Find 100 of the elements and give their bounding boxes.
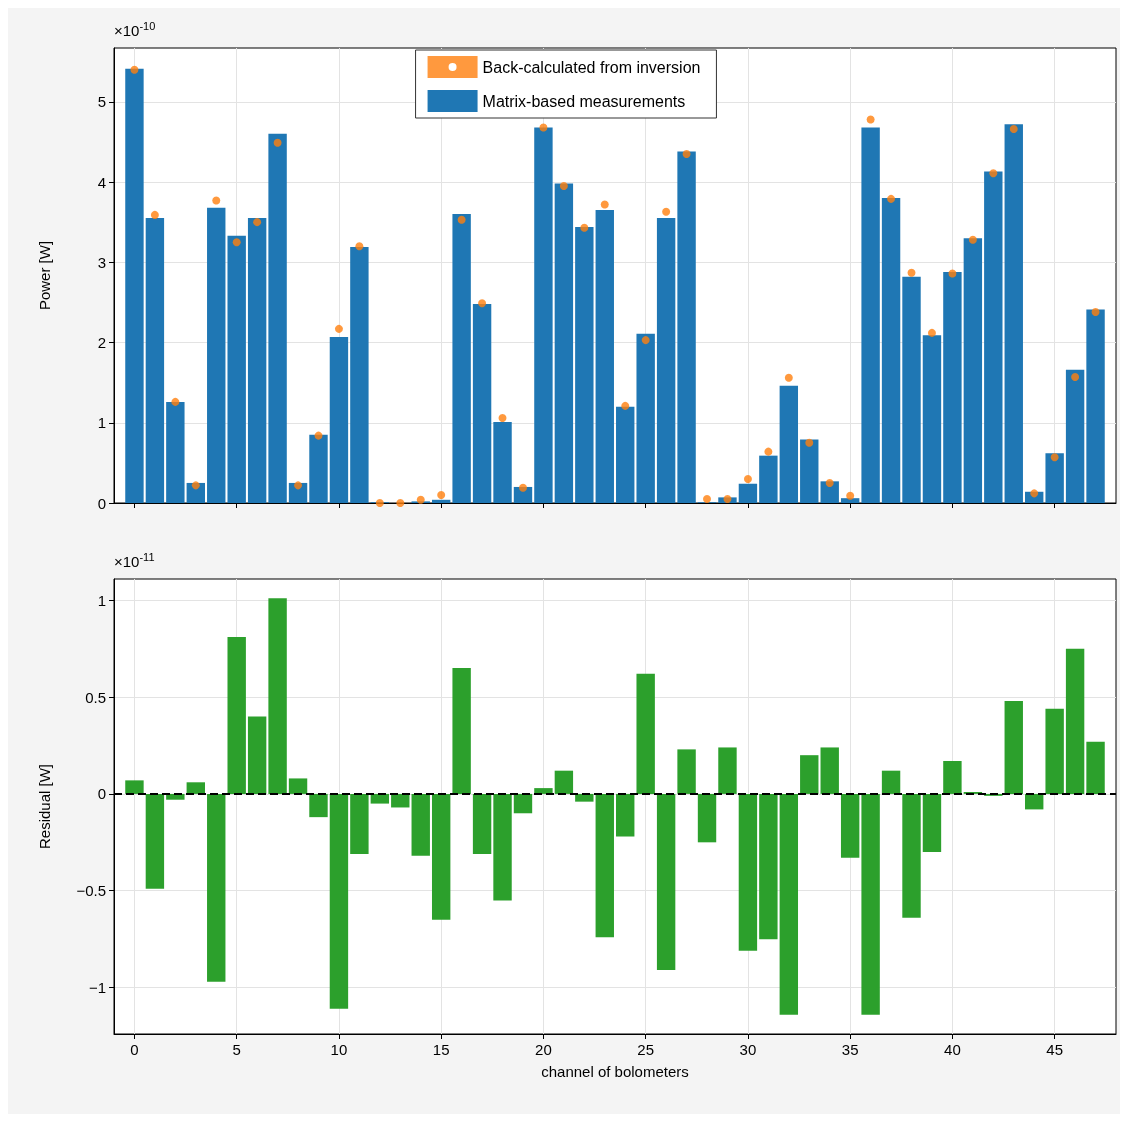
point (723, 494, 732, 503)
point (559, 182, 568, 191)
bar (309, 434, 328, 503)
y-tick-label: −0.5 (76, 882, 106, 900)
bar (350, 793, 369, 854)
bar (227, 637, 246, 794)
bar (840, 498, 860, 503)
bar (1004, 124, 1023, 503)
bar (207, 207, 226, 503)
point (662, 207, 671, 216)
point (825, 478, 834, 487)
point (866, 115, 875, 124)
bar (227, 235, 246, 503)
y-tick-label: 2 (97, 334, 106, 352)
bar (820, 747, 839, 794)
bar (472, 303, 492, 503)
bar (145, 793, 165, 889)
point (396, 499, 405, 507)
bar (800, 439, 819, 503)
bar (595, 210, 614, 503)
y-tick-label: 0 (97, 785, 106, 803)
bar (1086, 741, 1105, 794)
bar (984, 171, 1003, 503)
bar (656, 793, 676, 971)
bar (145, 218, 165, 503)
x-axis-title: channel of bolometers (541, 1063, 689, 1080)
x-tick-label: 5 (232, 1041, 241, 1058)
point (375, 499, 384, 507)
bar (452, 214, 471, 503)
bar (268, 133, 287, 503)
bar (738, 483, 758, 503)
bar (656, 218, 676, 503)
y-tick-label: 0.5 (85, 688, 106, 706)
point (805, 438, 814, 447)
bar (288, 778, 308, 794)
point (539, 123, 548, 132)
bar (595, 793, 614, 938)
bar (166, 401, 185, 503)
bar (943, 761, 962, 794)
bar (247, 716, 267, 794)
bar (1045, 453, 1064, 503)
bar (840, 793, 860, 858)
y-tick-label: 5 (97, 93, 106, 111)
bar (268, 598, 287, 794)
y-tick-label: 1 (97, 591, 106, 609)
point (1009, 125, 1018, 134)
point (253, 218, 262, 227)
bar (636, 333, 655, 503)
point (518, 483, 527, 492)
bar (575, 226, 594, 503)
y-tick-label: 1 (97, 414, 106, 432)
bar (759, 455, 778, 503)
point (498, 413, 507, 422)
bar (616, 406, 635, 503)
x-tick-label: 30 (739, 1041, 757, 1058)
point (784, 373, 793, 382)
y-axis-title: Residual [W] (36, 763, 53, 850)
point (887, 194, 896, 203)
point (846, 491, 855, 500)
point (1091, 308, 1100, 317)
bar (329, 793, 349, 1009)
point (457, 215, 466, 224)
y-tick-label: 4 (97, 173, 106, 191)
bar (575, 793, 594, 802)
bar (738, 793, 758, 951)
bar (125, 780, 144, 794)
y-axis-title: Power [W] (36, 240, 53, 311)
bar (411, 793, 430, 856)
legend-label: Matrix-based measurements (482, 92, 686, 110)
bar (922, 793, 942, 852)
x-tick-label: 35 (841, 1041, 859, 1058)
bar (452, 668, 471, 794)
bar (800, 755, 819, 794)
bar (472, 793, 492, 854)
bar (616, 793, 635, 837)
bar (677, 749, 696, 794)
y-tick-label: 0 (97, 494, 106, 512)
point (621, 401, 630, 410)
point (171, 397, 180, 406)
bar (554, 183, 574, 503)
x-tick-label: 15 (432, 1041, 450, 1058)
point (743, 474, 752, 483)
bar (697, 793, 717, 843)
bar (677, 151, 696, 503)
bar (636, 673, 655, 794)
point (191, 481, 200, 490)
bar (963, 238, 983, 503)
point (1050, 453, 1059, 462)
point (907, 268, 916, 277)
bar (186, 782, 205, 794)
bar (779, 385, 799, 503)
bar (759, 793, 778, 940)
bar (329, 336, 349, 503)
bar (554, 770, 574, 794)
bar (902, 793, 921, 918)
bar (309, 793, 328, 818)
bar (943, 271, 962, 503)
bar (881, 770, 901, 794)
point (273, 138, 282, 147)
bar (1045, 708, 1064, 794)
